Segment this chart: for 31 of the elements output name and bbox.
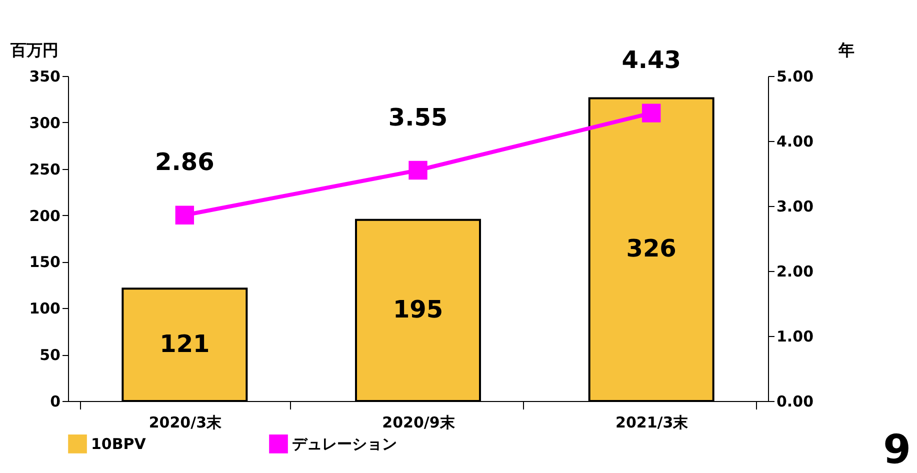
y-tick-label: 200 bbox=[29, 206, 60, 225]
y-tick-label: 150 bbox=[29, 253, 60, 272]
point bbox=[408, 160, 428, 180]
point bbox=[175, 206, 194, 224]
y-axis-title: 百万円 bbox=[10, 40, 58, 60]
data-label: 3.55 bbox=[388, 103, 448, 132]
x-tick-label: 2020/3末 bbox=[148, 414, 222, 432]
x-tick-label: 2020/9末 bbox=[382, 414, 456, 432]
x-tick-label: 2021/3末 bbox=[615, 414, 690, 432]
legend-label: 10BPV bbox=[91, 434, 146, 453]
y2-tick-label: 4.00 bbox=[776, 132, 814, 150]
data-label: 2.86 bbox=[155, 148, 214, 176]
text: 9 bbox=[883, 427, 911, 473]
y-tick-label: 250 bbox=[29, 160, 60, 178]
y-tick-label: 100 bbox=[29, 300, 60, 318]
y2-tick-label: 5.00 bbox=[776, 68, 814, 86]
y-tick-label: 50 bbox=[40, 346, 60, 364]
y2-tick-label: 1.00 bbox=[776, 328, 814, 346]
y-tick-label: 350 bbox=[29, 68, 60, 86]
y2-tick-label: 2.00 bbox=[776, 262, 814, 280]
y-tick-label: 300 bbox=[29, 114, 60, 132]
data-label: 121 bbox=[160, 330, 210, 358]
data-label: 326 bbox=[626, 234, 676, 263]
y2-tick-label: 3.00 bbox=[776, 198, 814, 216]
legend-label: デュレーション bbox=[292, 434, 397, 453]
data-label: 4.43 bbox=[622, 46, 681, 74]
y2-axis-title: 年 bbox=[838, 40, 854, 60]
data-label: 195 bbox=[392, 295, 444, 324]
y-tick-label: 0 bbox=[50, 392, 60, 410]
point bbox=[642, 104, 661, 122]
y2-tick-label: 0.00 bbox=[776, 392, 814, 410]
